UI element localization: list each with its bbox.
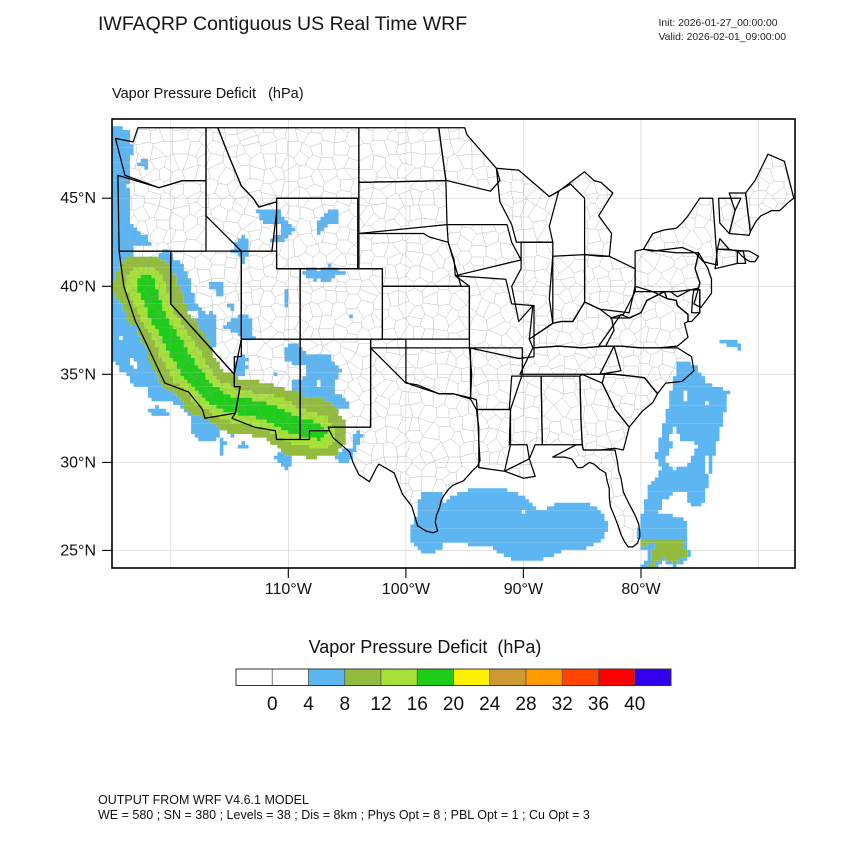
- svg-text:0: 0: [267, 694, 278, 715]
- svg-text:8: 8: [339, 694, 350, 715]
- svg-text:4: 4: [303, 694, 314, 715]
- svg-text:20: 20: [443, 694, 464, 715]
- svg-text:40: 40: [624, 694, 645, 715]
- svg-text:36: 36: [588, 694, 609, 715]
- svg-text:12: 12: [370, 694, 391, 715]
- svg-text:24: 24: [479, 694, 501, 715]
- svg-text:28: 28: [515, 694, 536, 715]
- svg-text:16: 16: [407, 694, 428, 715]
- svg-text:32: 32: [552, 694, 573, 715]
